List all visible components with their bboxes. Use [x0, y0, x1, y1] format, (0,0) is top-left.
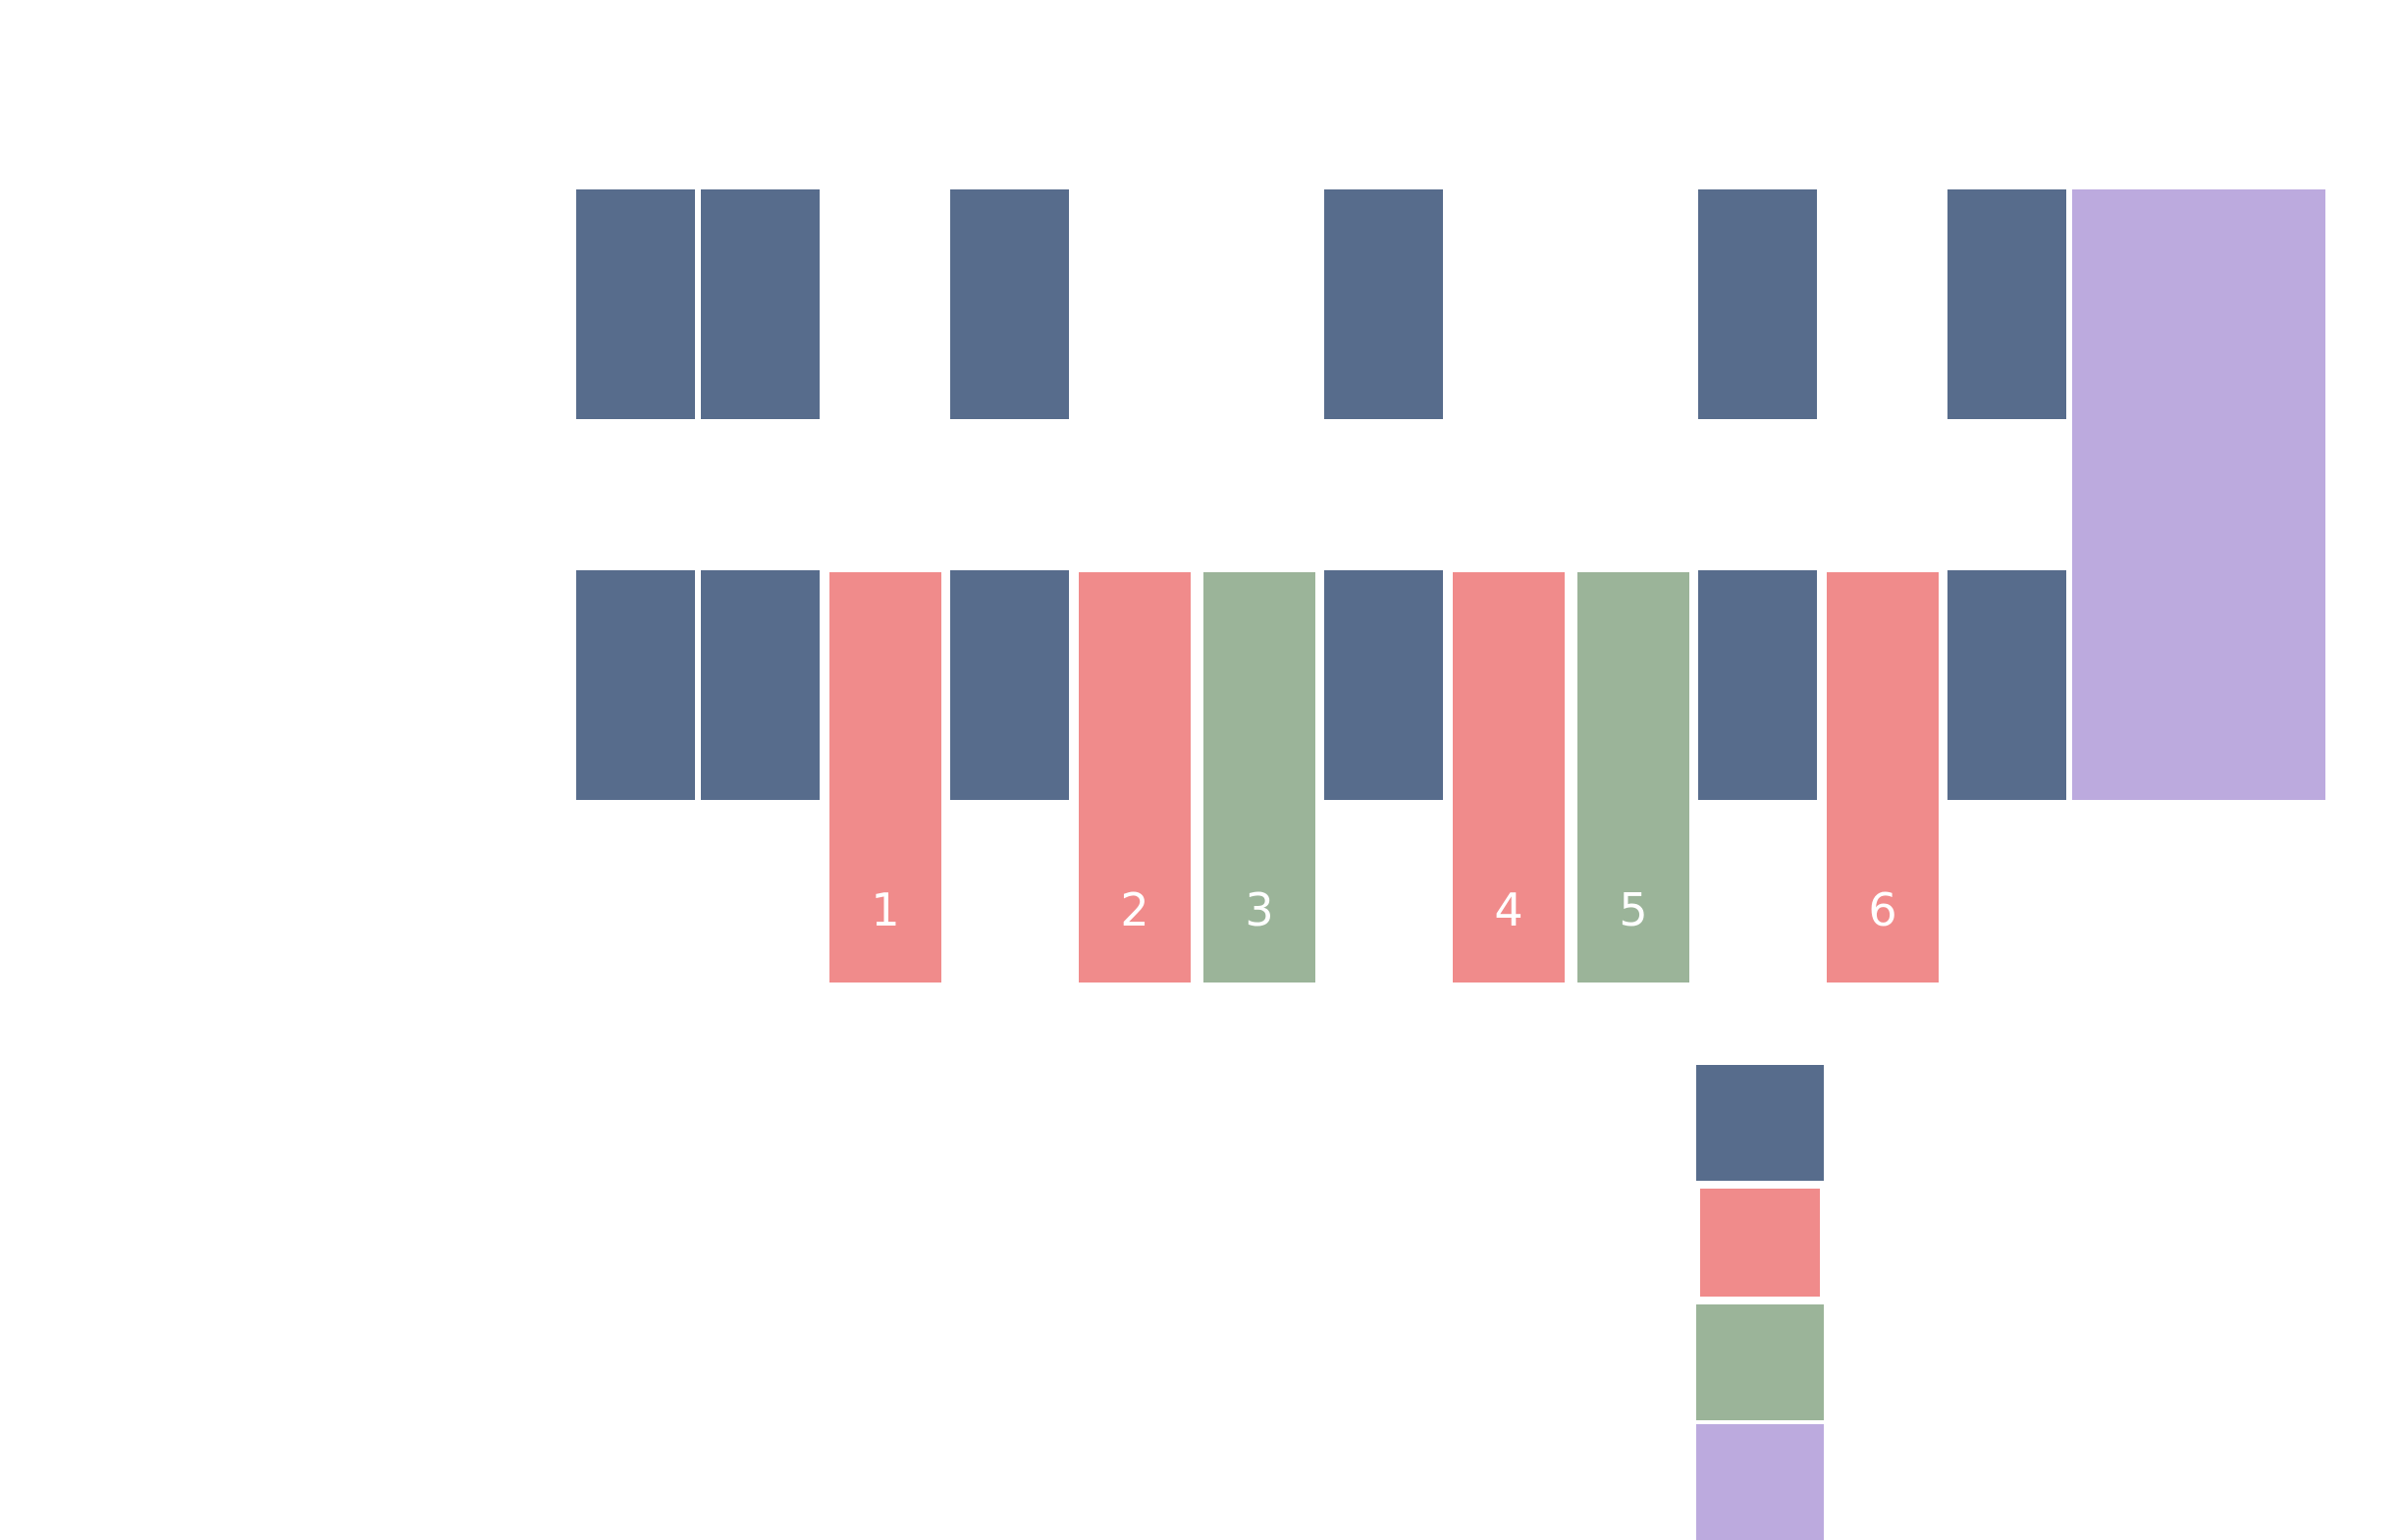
bottom-tile — [1698, 570, 1817, 800]
tile-number-label: 4 — [1494, 883, 1523, 936]
bottom-tile — [1324, 570, 1443, 800]
bottom-tile-coral: 6 — [1827, 572, 1939, 982]
legend-swatch-slate — [1696, 1065, 1824, 1181]
tile-number-label: 1 — [871, 883, 900, 936]
top-tile — [1947, 189, 2066, 419]
top-tile — [576, 189, 695, 419]
bottom-tile-coral: 4 — [1453, 572, 1565, 982]
legend-swatch-coral — [1700, 1189, 1820, 1297]
bottom-tile — [1947, 570, 2066, 800]
top-tile — [1698, 189, 1817, 419]
top-tile — [1324, 189, 1443, 419]
tall-lavender-block — [2072, 189, 2325, 800]
tile-number-label: 2 — [1120, 883, 1149, 936]
top-tile — [950, 189, 1069, 419]
bottom-tile — [576, 570, 695, 800]
legend-swatch-lavender — [1696, 1424, 1824, 1540]
tile-number-label: 3 — [1245, 883, 1274, 936]
tile-number-label: 5 — [1619, 883, 1648, 936]
bottom-tile-coral: 1 — [829, 572, 941, 982]
bottom-tile — [701, 570, 820, 800]
tile-number-label: 6 — [1868, 883, 1897, 936]
legend-swatch-sage — [1696, 1304, 1824, 1420]
bottom-tile-coral: 2 — [1079, 572, 1191, 982]
bottom-tile-sage: 3 — [1203, 572, 1315, 982]
top-tile — [701, 189, 820, 419]
bottom-tile — [950, 570, 1069, 800]
bottom-tile-sage: 5 — [1577, 572, 1689, 982]
